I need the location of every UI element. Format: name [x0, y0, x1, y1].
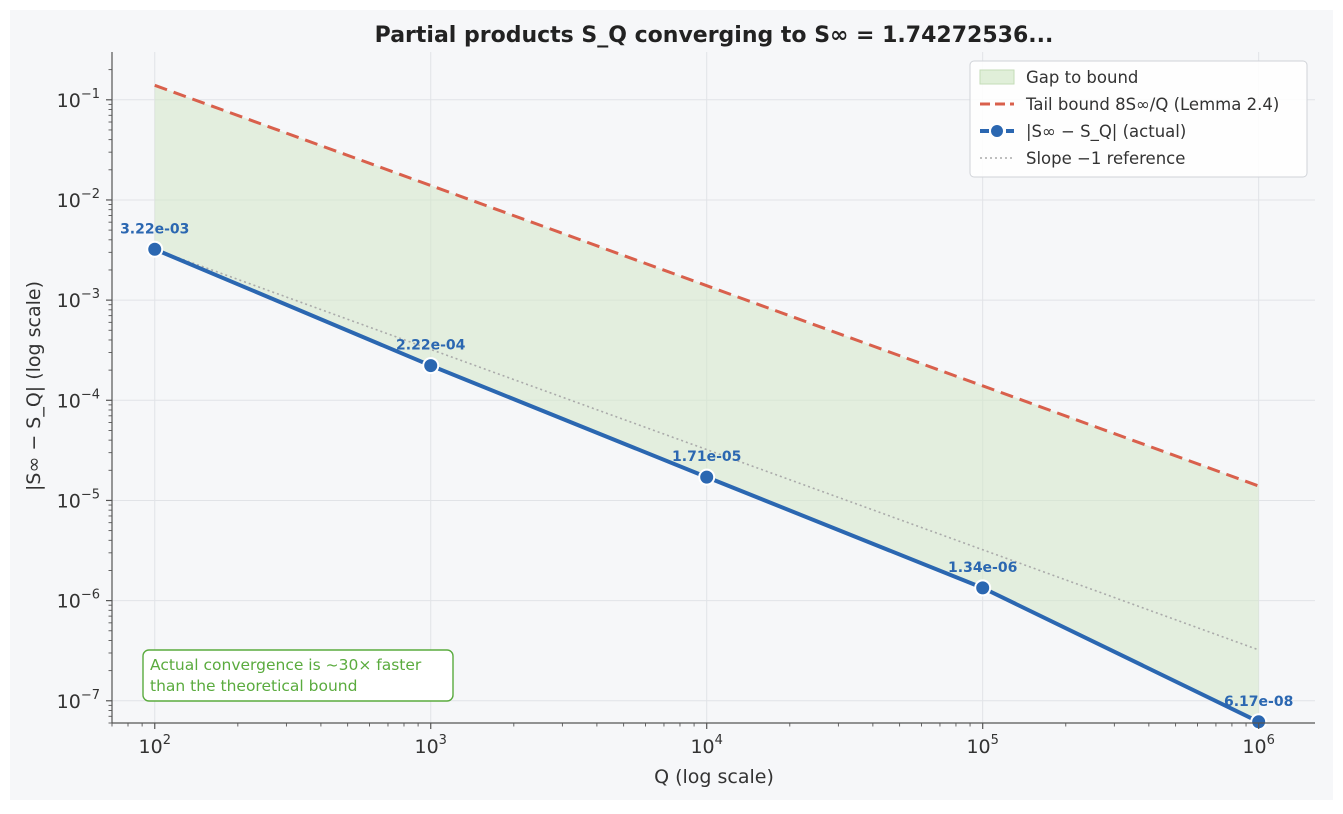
gap-fill-area — [154, 85, 1259, 722]
data-label-2: 1.71e-05 — [672, 449, 741, 465]
data-point-0 — [146, 240, 164, 258]
annotation-box — [142, 649, 454, 702]
legend-box — [969, 60, 1308, 178]
y-tick-label-3: 10−4 — [57, 387, 100, 412]
data-label-4: 6.17e-08 — [1224, 694, 1293, 710]
data-point-2 — [698, 468, 716, 486]
chart-title: Partial products S_Q converging to S∞ = … — [375, 23, 1054, 48]
annotation-line-1: than the theoretical bound — [150, 677, 357, 695]
data-label-0: 3.22e-03 — [120, 221, 189, 237]
legend-label-3: Slope −1 reference — [1026, 149, 1185, 168]
legend-label-0: Gap to bound — [1026, 68, 1138, 87]
data-label-1: 2.22e-04 — [396, 338, 466, 354]
plot-area: 3.22e-03 2.22e-04 1.71e-05 1.34e-06 6.17e-08… — [57, 52, 1315, 758]
reference-line — [154, 248, 1259, 651]
y-tick-label-2: 10−3 — [57, 287, 100, 312]
data-point-4 — [1250, 713, 1268, 731]
tail-bound-line — [154, 83, 1260, 488]
legend-marker-actual — [989, 123, 1005, 139]
annotation-line-0: Actual convergence is ~30× faster — [150, 656, 422, 674]
y-axis-label: |S∞ − S_Q| (log scale) — [23, 281, 45, 491]
data-point-3 — [974, 579, 992, 597]
x-tick-label-0: 102 — [139, 733, 171, 758]
x-tick-label-1: 103 — [414, 733, 446, 758]
data-point-1 — [422, 357, 440, 375]
data-label-3: 1.34e-06 — [948, 560, 1017, 576]
y-tick-label-0: 10−1 — [57, 87, 100, 112]
y-tick-label-6: 10−7 — [57, 688, 100, 713]
x-axis-label: Q (log scale) — [654, 766, 774, 788]
y-tick-label-1: 10−2 — [57, 187, 100, 212]
y-tick-label-5: 10−6 — [57, 588, 100, 613]
legend-label-2: |S∞ − S_Q| (actual) — [1026, 122, 1186, 142]
legend-label-1: Tail bound 8S∞/Q (Lemma 2.4) — [1025, 95, 1279, 114]
x-tick-label-2: 104 — [690, 733, 722, 758]
x-tick-label-4: 106 — [1242, 733, 1274, 758]
x-tick-label-3: 105 — [966, 733, 998, 758]
legend: Gap to bound Tail bound 8S∞/Q (Lemma 2.4)… — [969, 60, 1308, 178]
legend-swatch-gap — [979, 69, 1015, 85]
y-tick-label-4: 10−5 — [57, 487, 100, 512]
